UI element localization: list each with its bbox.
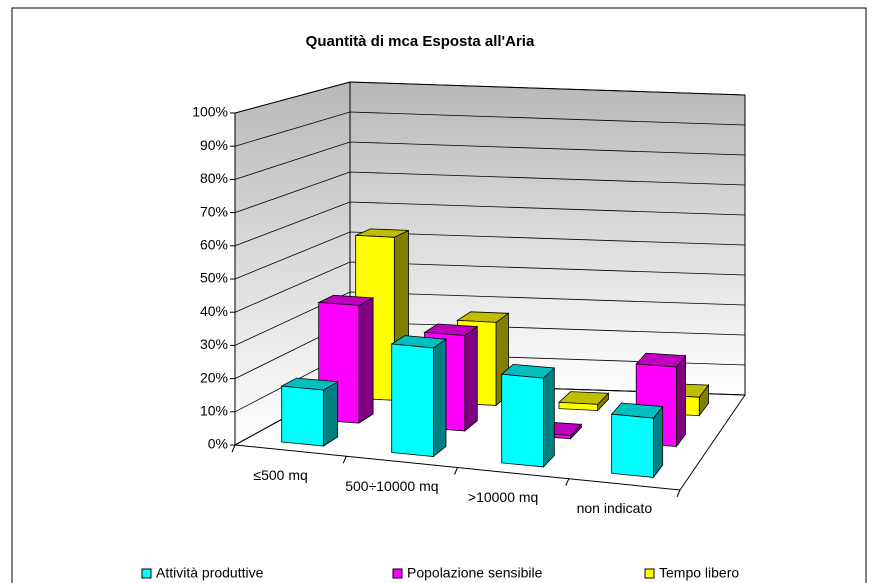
bar-front xyxy=(558,401,599,411)
bar-side xyxy=(543,367,555,468)
legend-swatch xyxy=(141,568,152,579)
grid-line xyxy=(234,81,746,114)
chart-title: Quantità di mca Esposta all'Aria xyxy=(306,33,535,50)
y-tick-label: 100% xyxy=(192,104,228,120)
x-tick xyxy=(342,456,347,464)
x-tick xyxy=(231,444,236,453)
grid-line xyxy=(234,291,746,346)
legend-label: Popolazione sensibile xyxy=(407,565,543,581)
y-tick-label: 90% xyxy=(200,137,228,153)
legend-swatch xyxy=(392,568,403,579)
x-tick xyxy=(454,467,458,475)
grid-line xyxy=(234,261,746,313)
bar-side xyxy=(433,338,447,458)
bar-front xyxy=(611,413,654,478)
y-tick-label: 0% xyxy=(208,436,228,452)
grid-line xyxy=(234,171,746,213)
legend-label: Tempo libero xyxy=(659,565,739,581)
y-tick-label: 10% xyxy=(200,403,228,419)
bar-side xyxy=(653,405,664,479)
grid-line xyxy=(234,141,746,180)
grid-line xyxy=(234,231,746,280)
bar-side xyxy=(358,297,374,424)
bar-front xyxy=(501,373,544,468)
bar-side xyxy=(323,380,339,447)
y-tick-label: 80% xyxy=(200,170,228,186)
y-tick-label: 30% xyxy=(200,336,228,352)
x-tick-label: 500÷10000 mq xyxy=(345,477,439,494)
grid-line xyxy=(234,111,746,147)
y-tick-label: 40% xyxy=(200,303,228,319)
x-tick xyxy=(676,489,681,498)
bar-front xyxy=(391,343,434,457)
legend-label: Attività produttive xyxy=(156,565,264,581)
y-tick-label: 20% xyxy=(200,369,228,385)
grid-line xyxy=(234,201,746,247)
x-tick-label: >10000 mq xyxy=(467,489,539,506)
bar-front xyxy=(281,385,324,447)
bar-side xyxy=(676,354,686,448)
x-tick-label: non indicato xyxy=(576,500,653,517)
bar-side xyxy=(464,325,478,432)
y-tick-label: 70% xyxy=(200,203,228,219)
x-tick-label: ≤500 mq xyxy=(253,466,308,483)
y-tick-label: 60% xyxy=(200,237,228,253)
legend-swatch xyxy=(644,568,655,579)
y-tick-label: 50% xyxy=(200,270,228,286)
x-tick xyxy=(565,478,570,486)
